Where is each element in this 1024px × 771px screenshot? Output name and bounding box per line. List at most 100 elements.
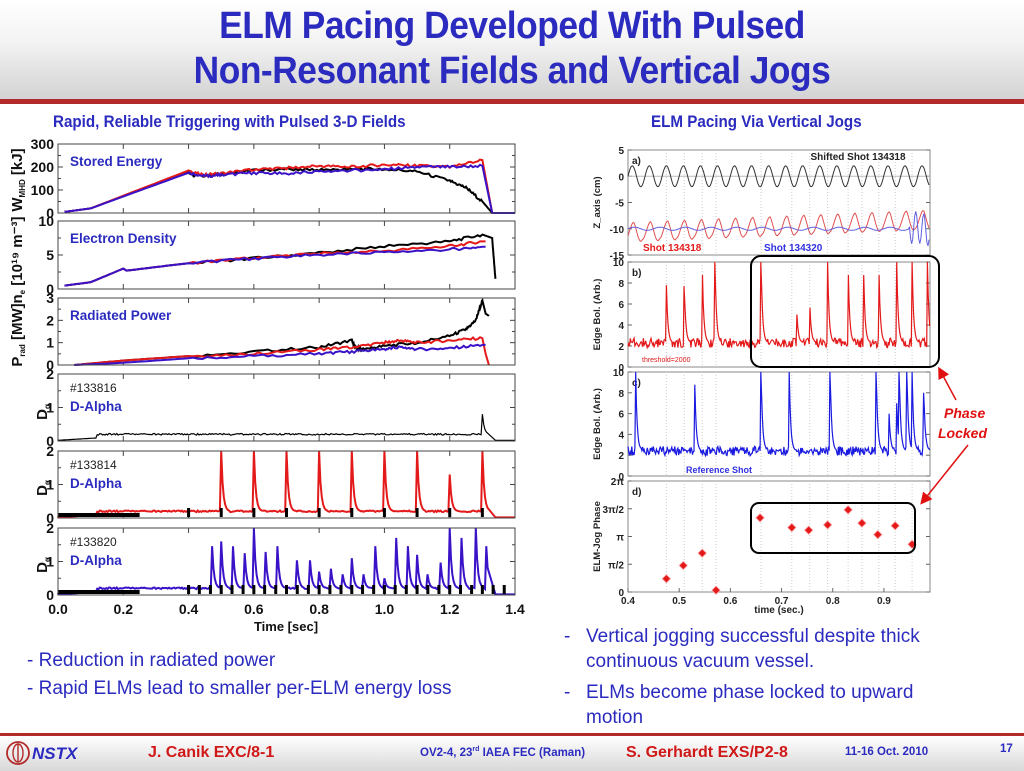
pulse-marker (295, 585, 299, 594)
pulse-marker (415, 585, 419, 594)
y-tick-label: 0 (46, 433, 54, 449)
y-tick-label: 6 (618, 410, 624, 421)
threshold-label: threshold=2000 (642, 357, 691, 364)
series-line-133820 (74, 343, 486, 366)
phase-point (711, 585, 721, 596)
panel-frame (57, 297, 516, 366)
y-tick-label: 5 (618, 146, 624, 157)
nstx-logo-text: NSTX (32, 744, 78, 763)
y-axis-label: Edge Bol. (Arb.) (592, 388, 603, 460)
dalpha-trace (57, 450, 515, 519)
phase-locked-label-line1: Phase (944, 405, 985, 421)
y-tick-label: 3 (46, 290, 54, 306)
y-tick-label: -10 (610, 225, 625, 236)
series-line-133820 (64, 245, 486, 287)
y-tick-label: 1 (46, 400, 54, 416)
y-tick-label: 1 (46, 335, 54, 351)
pulse-marker (219, 585, 223, 594)
right-panel-d: 0 π/2 π 3π/2 2π d) ELM-Jog Phase 0.4 0.5 0.6 0.7 0.… (592, 477, 931, 616)
pulse-marker (382, 585, 386, 594)
bolometer-trace (627, 261, 931, 350)
annotation-shifted-shot: Shifted Shot 134318 (810, 152, 905, 163)
right-panel-a: 5 0 -5 -10 -15 a) Z_axis (cm) Shifted Shot 1343… (592, 146, 931, 262)
right-bullet-2: - ELMs become phase locked to upward mot… (564, 680, 920, 730)
x-tick-label: 0.8 (826, 596, 840, 607)
pulse-marker (197, 585, 201, 594)
x-axis-label: time (sec.) (754, 605, 803, 616)
conference-text: OV2-4, 23 (420, 746, 473, 759)
pulse-marker (317, 508, 321, 517)
series-line-133816 (74, 297, 490, 366)
slide-title: ELM Pacing Developed With Pulsed Non-Res… (36, 4, 988, 94)
left-heading: Rapid, Reliable Triggering with Pulsed 3… (53, 113, 406, 131)
arrow-up-icon (938, 366, 957, 401)
y-tick-label: 2 (46, 366, 54, 382)
panel-frame (57, 527, 516, 596)
series-line-133820 (64, 163, 515, 214)
y-tick-label: 0 (618, 588, 624, 599)
phase-point (803, 525, 814, 535)
pulse-marker (263, 585, 267, 594)
right-bullet-1-line-1: Vertical jogging successful despite thic… (586, 626, 920, 647)
conference-sup: rd (472, 746, 480, 753)
y-tick-label: 2π (611, 477, 625, 488)
bullet-dash: - (564, 626, 571, 647)
pulse-marker (491, 585, 495, 594)
series-line-133814 (74, 336, 490, 366)
y-axis-label: ELM-Jog Phase (592, 501, 603, 572)
left-panel-2: 0 5 10 Electron Density (38, 213, 516, 297)
panel-title: D-Alpha (70, 553, 122, 568)
y-tick-label: 0 (618, 172, 624, 183)
y-tick-label: 0 (46, 205, 54, 221)
nstx-logo-icon (6, 741, 30, 765)
phase-point (843, 505, 853, 515)
x-tick-label: 0.6 (244, 601, 264, 617)
panel-frame (627, 149, 931, 256)
x-tick-label: 0.2 (114, 601, 134, 617)
footer-author-2: S. Gerhardt EXS/P2-8 (626, 744, 788, 761)
y-tick-label: 6 (618, 300, 624, 311)
phase-point (872, 529, 883, 540)
highlight-box-b (750, 255, 940, 368)
pulse-marker (339, 585, 343, 594)
pulse-marker (448, 585, 452, 594)
panel-title: Radiated Power (70, 308, 172, 323)
dalpha-trace (57, 414, 515, 441)
right-heading: ELM Pacing Via Vertical Jogs (651, 113, 862, 131)
y-axis-label: Dα (34, 480, 52, 496)
x-tick-label: 1.0 (375, 601, 395, 617)
y-tick-label: 300 (31, 136, 55, 152)
y-tick-label: 10 (613, 368, 625, 379)
pulse-marker (470, 585, 474, 594)
shot-number-label: #133816 (70, 381, 117, 395)
y-tick-label: -5 (615, 199, 624, 210)
y-tick-label: 10 (38, 213, 54, 229)
annotation-shot-blue: Shot 134320 (764, 243, 823, 254)
pulse-marker (361, 585, 365, 594)
pulse-marker (350, 585, 354, 594)
bullet-dash: - (564, 682, 571, 703)
left-panel-4: 0 1 2 #133816 D-Alpha (46, 366, 516, 449)
y-axis-label: Edge Bol. (Arb.) (592, 279, 603, 351)
y-tick-label: 10 (613, 258, 625, 269)
series-line (627, 165, 930, 188)
left-y-axis-labels: WMHD [kJ] ne [10¹⁹ m⁻³]Prad [MW] Dα Dα Dα (9, 148, 52, 573)
pulse-marker (393, 585, 397, 594)
left-bullet-2: - Rapid ELMs lead to smaller per-ELM ene… (27, 678, 452, 699)
title-line-1: ELM Pacing Developed With Pulsed (219, 5, 805, 47)
pulse-marker (317, 585, 321, 594)
y-axis-label: Prad [MW] (9, 303, 27, 366)
shot-number-label: #133814 (70, 458, 117, 472)
phase-point (755, 512, 765, 523)
right-panel-b: 0 2 4 6 8 10 b) Edge Bol. (Arb.) threshold=2000 (592, 258, 931, 374)
pulse-marker (480, 585, 484, 594)
phase-point (890, 520, 901, 531)
right-bullet-1-line-2: continuous vacuum vessel. (586, 651, 815, 672)
y-tick-label: 0 (46, 587, 54, 603)
pulse-marker (328, 585, 332, 594)
x-axis-label: Time [sec] (254, 619, 318, 634)
x-tick-label: 1.4 (505, 601, 525, 617)
pulse-marker (372, 585, 376, 594)
x-tick-label: 0.4 (621, 596, 635, 607)
panel-title: Stored Energy (70, 154, 163, 169)
